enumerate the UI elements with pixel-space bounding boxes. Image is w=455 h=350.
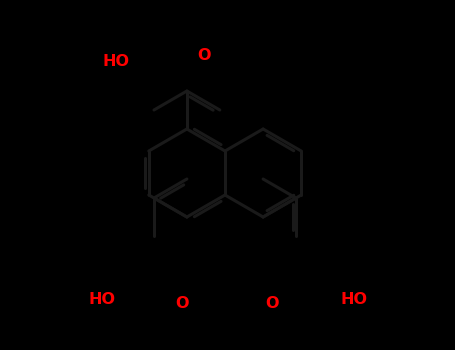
Text: O: O (175, 295, 189, 310)
Text: O: O (265, 295, 279, 310)
Text: HO: HO (340, 293, 367, 308)
Text: O: O (197, 48, 211, 63)
Text: HO: HO (88, 293, 115, 308)
Text: HO: HO (103, 55, 130, 70)
